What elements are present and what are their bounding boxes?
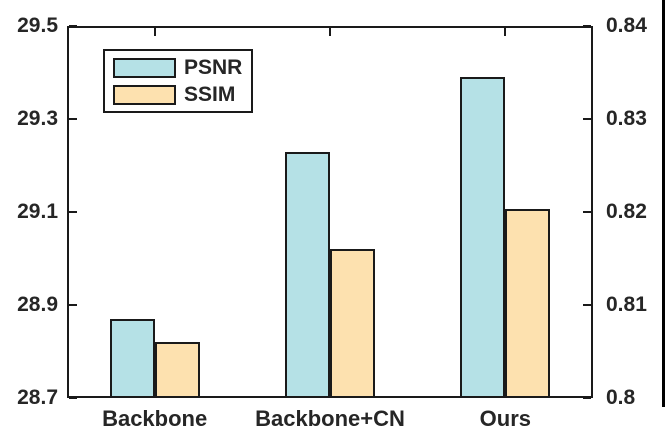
ssim-bar bbox=[505, 209, 551, 398]
right-axis-tick-label: 0.81 bbox=[606, 293, 647, 316]
right-axis-tick bbox=[583, 304, 591, 306]
window-border-artifact bbox=[662, 0, 665, 407]
left-axis-tick bbox=[69, 397, 77, 399]
left-axis-tick-label: 29.5 bbox=[17, 14, 58, 37]
left-axis-tick bbox=[69, 118, 77, 120]
right-axis-tick-label: 0.83 bbox=[606, 107, 647, 130]
right-axis-tick bbox=[583, 211, 591, 213]
legend-label-psnr: PSNR bbox=[184, 55, 243, 79]
right-axis-tick-label: 0.84 bbox=[606, 14, 647, 37]
psnr-bar bbox=[109, 319, 155, 398]
x-axis-category-label: Backbone bbox=[102, 406, 208, 431]
ssim-bar bbox=[154, 342, 200, 398]
right-axis-tick-label: 0.8 bbox=[606, 386, 636, 409]
top-axis-tick bbox=[153, 28, 156, 36]
psnr-color-swatch bbox=[113, 57, 176, 78]
right-axis-tick bbox=[583, 25, 591, 27]
legend-label-ssim: SSIM bbox=[184, 82, 236, 106]
left-axis-tick-label: 28.7 bbox=[17, 386, 58, 409]
legend-entry-psnr: PSNR bbox=[113, 55, 251, 79]
right-axis-tick-label: 0.82 bbox=[606, 200, 647, 223]
legend-entry-ssim: SSIM bbox=[113, 82, 251, 106]
left-axis-tick bbox=[69, 25, 77, 27]
top-axis-tick bbox=[329, 28, 331, 36]
ssim-bar bbox=[330, 249, 375, 398]
psnr-bar bbox=[285, 152, 330, 398]
right-axis-tick bbox=[583, 397, 591, 399]
legend: PSNR SSIM bbox=[103, 49, 253, 113]
top-axis-tick bbox=[504, 28, 507, 36]
right-axis-tick bbox=[583, 118, 591, 120]
left-axis-tick-label: 28.9 bbox=[17, 293, 58, 316]
left-axis-tick bbox=[69, 211, 77, 213]
x-axis-category-label: Ours bbox=[479, 406, 531, 431]
left-axis-tick bbox=[69, 304, 77, 306]
x-axis-category-label: Backbone+CN bbox=[255, 406, 405, 431]
ssim-color-swatch bbox=[113, 84, 176, 105]
left-axis-tick-label: 29.1 bbox=[17, 200, 58, 223]
left-axis-tick-label: 29.3 bbox=[17, 107, 58, 130]
psnr-bar bbox=[460, 77, 506, 398]
